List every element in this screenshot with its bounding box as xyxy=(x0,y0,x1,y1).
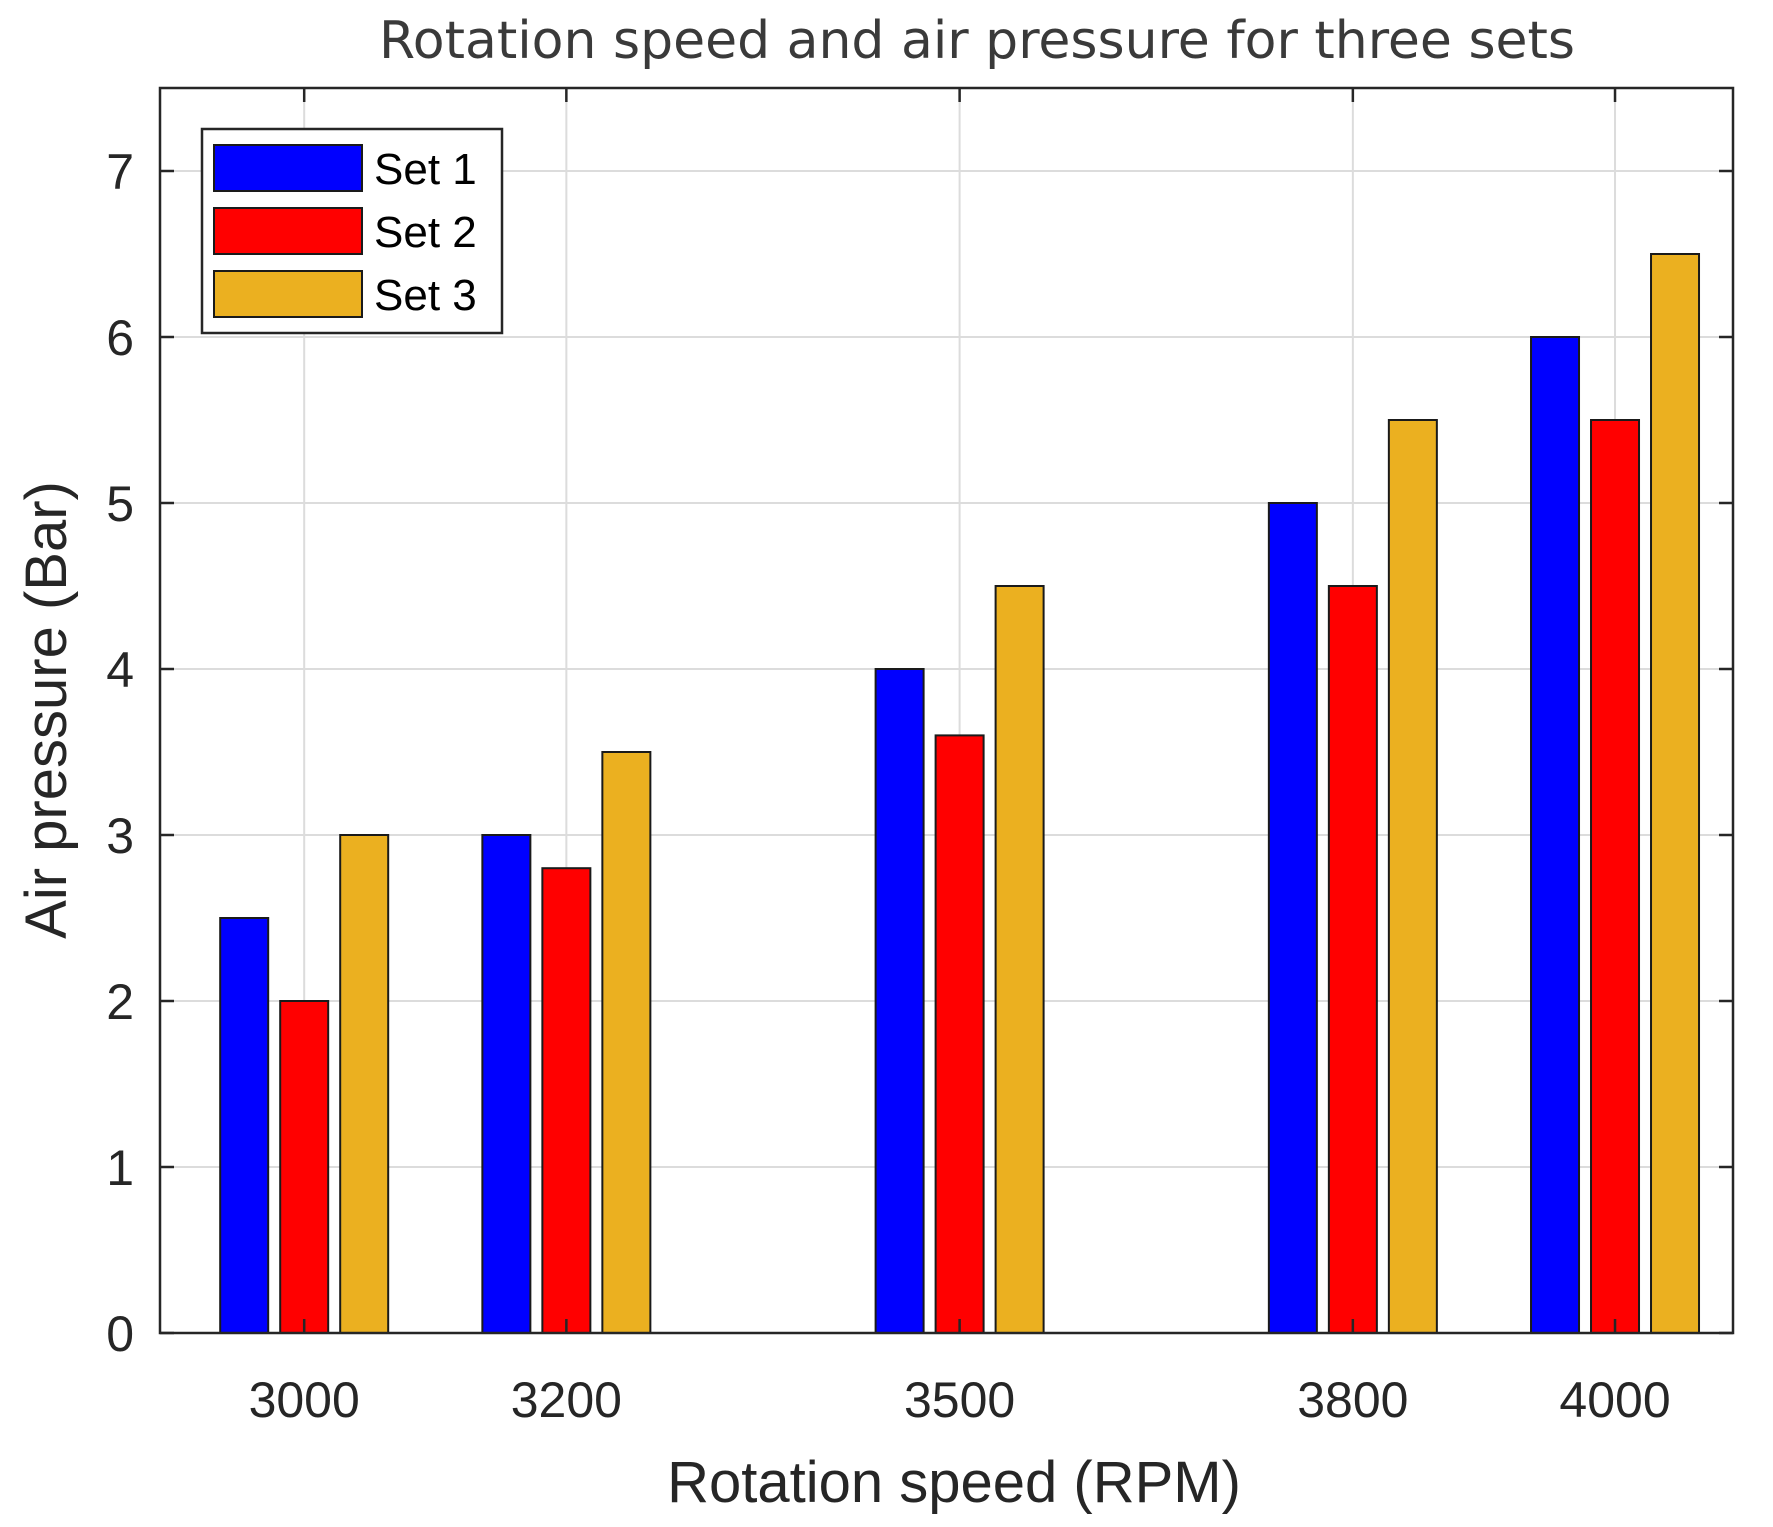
legend-label: Set 3 xyxy=(374,271,477,320)
legend-entries: Set 1 Set 2 Set 3 xyxy=(213,144,477,320)
bar-set-3-3800 xyxy=(1387,419,1438,1334)
bar-set-1-3500 xyxy=(874,668,925,1334)
chart-title: Rotation speed and air pressure for thre… xyxy=(379,11,1575,71)
y-tick-label: 3 xyxy=(106,808,134,864)
x-tick-label: 3200 xyxy=(511,1372,622,1428)
bar-set-2-3200 xyxy=(541,867,592,1334)
bar-set-3-4000 xyxy=(1650,253,1701,1334)
y-tick-label: 0 xyxy=(106,1306,134,1362)
x-tick-label: 3000 xyxy=(249,1372,360,1428)
bar-set-1-4000 xyxy=(1530,336,1581,1334)
bars-layer xyxy=(219,253,1701,1334)
y-tick-label: 4 xyxy=(106,642,134,698)
x-tick-label: 3800 xyxy=(1297,1372,1408,1428)
bar-set-3-3200 xyxy=(601,751,652,1334)
y-tick-label: 5 xyxy=(106,476,134,532)
bar-set-1-3000 xyxy=(219,917,270,1334)
legend-label: Set 2 xyxy=(374,208,477,257)
bar-set-3-3500 xyxy=(994,585,1045,1334)
x-tick-label: 3500 xyxy=(904,1372,1015,1428)
bar-set-1-3200 xyxy=(481,834,532,1334)
y-tick-label: 2 xyxy=(106,974,134,1030)
bar-set-2-4000 xyxy=(1590,419,1641,1334)
legend[interactable]: Set 1 Set 2 Set 3 xyxy=(200,127,504,335)
bar-set-2-3000 xyxy=(279,1000,330,1334)
y-tick-label: 1 xyxy=(106,1140,134,1196)
bar-set-1-3800 xyxy=(1267,502,1318,1334)
bar-set-2-3500 xyxy=(934,734,985,1334)
legend-swatch-set-1 xyxy=(213,144,363,192)
legend-swatch-set-2 xyxy=(213,207,363,255)
legend-swatch-set-3 xyxy=(213,270,363,318)
ticks-layer: 0 1 2 3 4 5 6 7 3000 3200 3500 3800 4000 xyxy=(106,88,1733,1428)
x-axis-label: Rotation speed (RPM) xyxy=(667,1450,1241,1515)
x-tick-label: 4000 xyxy=(1559,1372,1670,1428)
y-tick-label: 6 xyxy=(106,310,134,366)
legend-label: Set 1 xyxy=(374,145,477,194)
y-axis-label: Air pressure (Bar) xyxy=(14,481,79,939)
y-tick-label: 7 xyxy=(106,144,134,200)
bar-set-2-3800 xyxy=(1327,585,1378,1334)
plot-frame xyxy=(158,86,1735,1335)
bar-set-3-3000 xyxy=(339,834,390,1334)
